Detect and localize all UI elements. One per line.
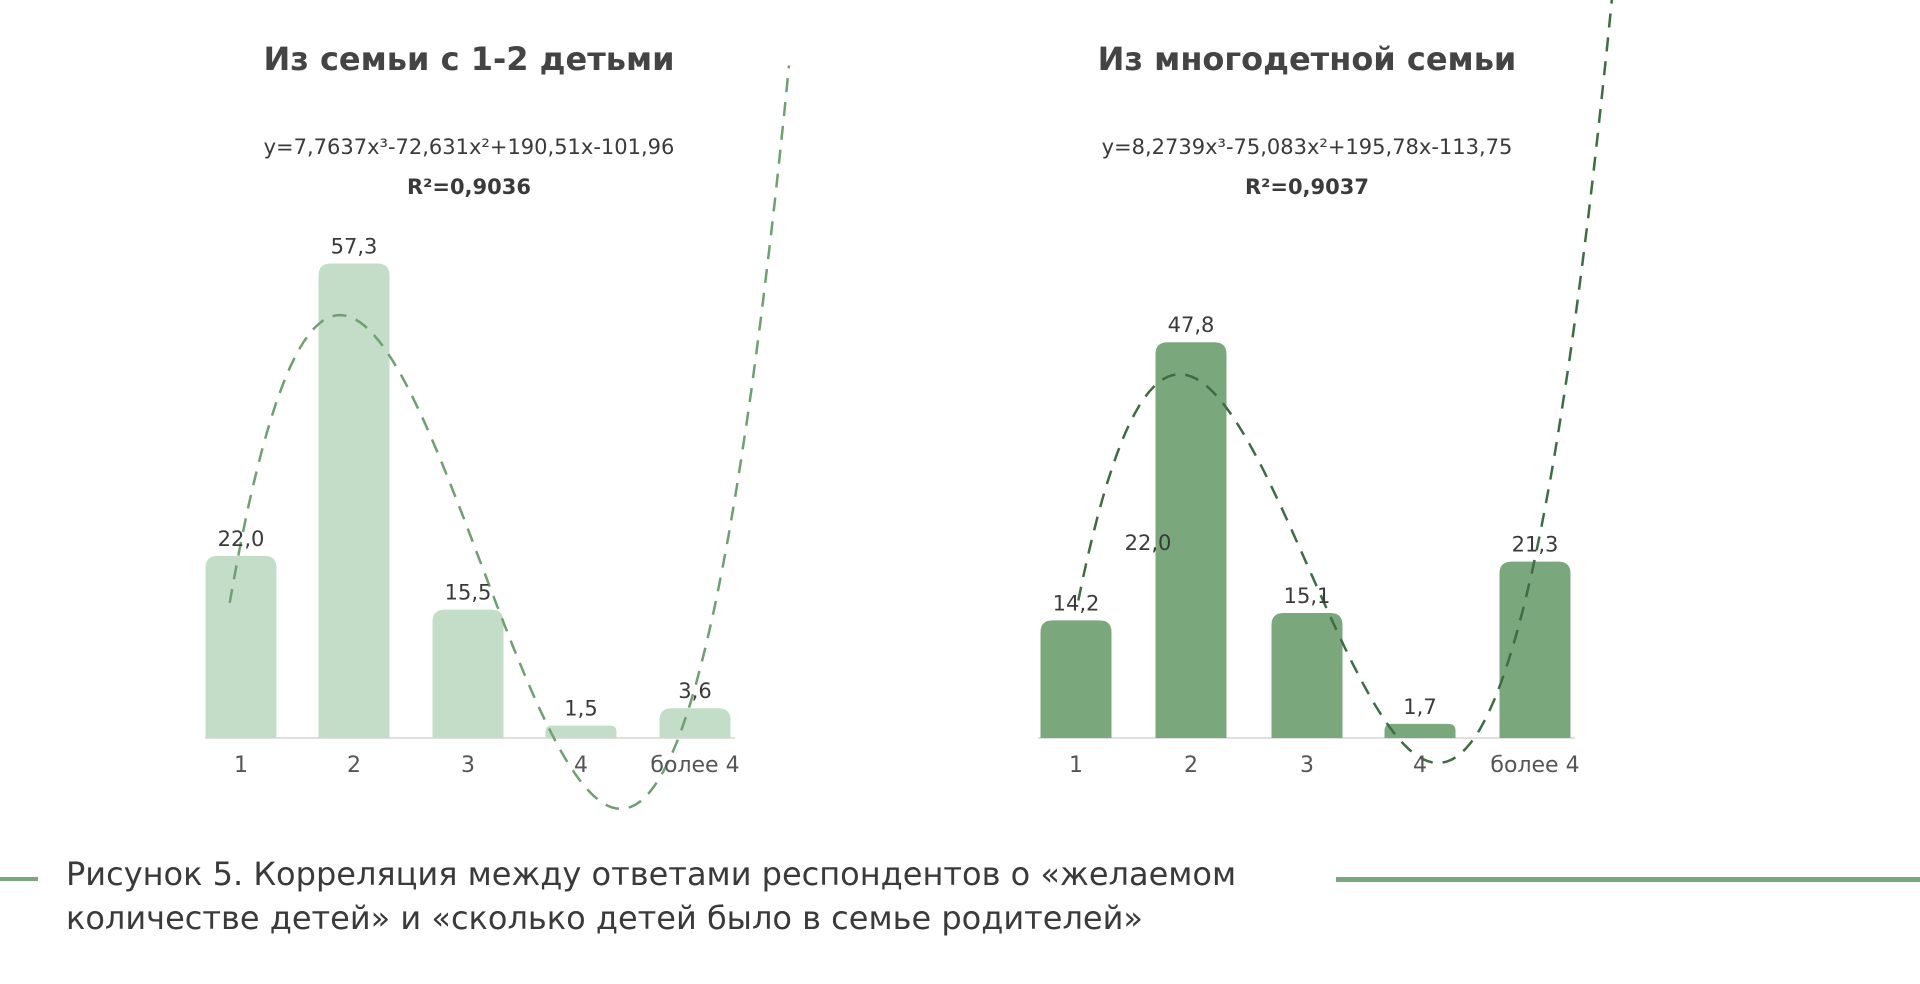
chart-right-extra-label: 22,0 [1125, 531, 1172, 555]
chart-left-trendline [228, 65, 791, 811]
chart-left-value-label: 57,3 [331, 235, 378, 259]
chart-right-tick-label: более 4 [1490, 753, 1579, 778]
chart-left-equation: y=7,7637x³-72,631x²+190,51x-101,96 [264, 135, 675, 159]
figure-caption: Рисунок 5. Корреляция между ответами рес… [66, 852, 1316, 940]
chart-left-tick-label: 3 [461, 753, 475, 778]
chart-left-labels: 22,0 1 57,3 2 15,5 3 1,5 4 3,6 более 4 [218, 235, 740, 778]
chart-left-tick-label: 4 [574, 753, 588, 778]
chart-right-bar [1155, 342, 1227, 738]
chart-left-tick-label: более 4 [650, 753, 739, 778]
chart-right-value-label: 47,8 [1168, 313, 1215, 337]
caption-line-2: количестве детей» и «сколько детей было … [66, 899, 1143, 937]
chart-right-equation: y=8,2739x³-75,083x²+195,78x-113,75 [1102, 135, 1513, 159]
chart-right-bar [1040, 620, 1112, 738]
chart-left-tick-label: 2 [347, 753, 361, 778]
chart-left-bar [318, 263, 390, 738]
caption-line-1: Рисунок 5. Корреляция между ответами рес… [66, 855, 1237, 893]
chart-left-bars [205, 263, 731, 738]
chart-left-bar [545, 725, 617, 738]
chart-right-tick-label: 3 [1300, 753, 1314, 778]
chart-left-bar [432, 609, 504, 738]
chart-right-trendline [1077, 0, 1614, 765]
chart-left-value-label: 22,0 [218, 527, 265, 551]
chart-left-bar [659, 708, 731, 738]
chart-right-value-label: 21,3 [1512, 533, 1559, 557]
chart-right-bar [1384, 723, 1456, 738]
chart-left-tick-label: 1 [234, 753, 248, 778]
chart-right-bars [1040, 342, 1571, 738]
chart-right-value-label: 14,2 [1053, 591, 1100, 615]
chart-right: Из многодетной семьи y=8,2739x³-75,083x²… [1038, 0, 1614, 778]
chart-right-tick-label: 2 [1184, 753, 1198, 778]
chart-left: Из семьи с 1-2 детьми y=7,7637x³-72,631x… [205, 40, 791, 811]
chart-left-title: Из семьи с 1-2 детьми [263, 40, 674, 78]
chart-right-value-label: 1,7 [1403, 695, 1436, 719]
chart-left-value-label: 1,5 [564, 697, 597, 721]
chart-right-title: Из многодетной семьи [1098, 40, 1517, 78]
chart-left-value-label: 3,6 [678, 679, 711, 703]
chart-right-tick-label: 4 [1413, 753, 1427, 778]
chart-right-r2: R²=0,9037 [1245, 175, 1369, 199]
chart-right-bar [1271, 612, 1343, 738]
chart-right-value-label: 15,1 [1284, 584, 1331, 608]
chart-left-bar [205, 555, 277, 738]
chart-right-bar [1499, 561, 1571, 738]
caption-rule-left [0, 877, 38, 881]
chart-right-labels: 14,2 1 47,8 2 15,1 3 1,7 4 21,3 более 4 [1053, 313, 1580, 778]
chart-right-tick-label: 1 [1069, 753, 1083, 778]
chart-left-r2: R²=0,9036 [407, 175, 531, 199]
chart-left-value-label: 15,5 [445, 581, 492, 605]
caption-rule-right [1336, 877, 1920, 882]
